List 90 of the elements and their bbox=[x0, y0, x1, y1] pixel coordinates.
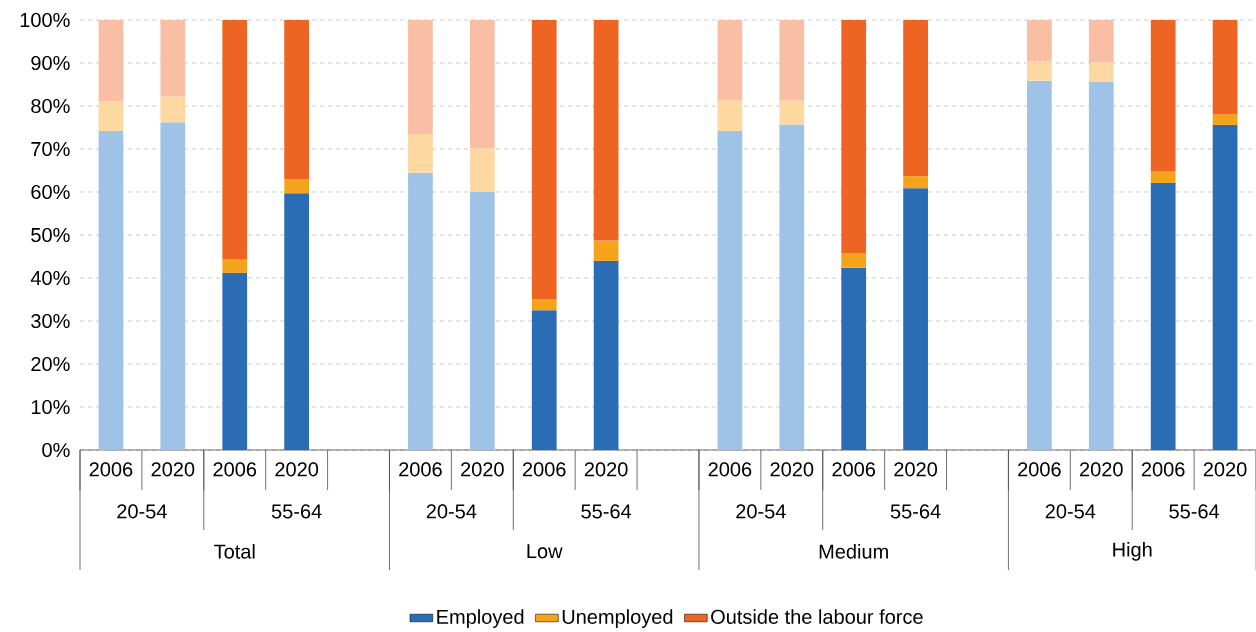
bar bbox=[98, 20, 124, 102]
x-tick-label: 2006 bbox=[832, 462, 876, 477]
bar bbox=[593, 240, 619, 261]
bar bbox=[717, 130, 743, 450]
x-tick-label: 2006 bbox=[1141, 462, 1185, 477]
x-tick-label: 2006 bbox=[89, 462, 133, 477]
x-tick-label: 2020 bbox=[151, 462, 195, 477]
text: 55-64 bbox=[890, 504, 941, 519]
x-tick-label: 2020 bbox=[461, 462, 504, 477]
bar bbox=[1027, 61, 1052, 81]
bar bbox=[408, 20, 433, 134]
bar bbox=[1150, 170, 1176, 183]
bar bbox=[1212, 114, 1238, 125]
bar bbox=[222, 259, 248, 273]
text: 20-54 bbox=[117, 504, 167, 519]
bar bbox=[531, 310, 557, 450]
bar bbox=[1150, 182, 1176, 450]
bar bbox=[779, 20, 805, 101]
bar bbox=[98, 130, 124, 450]
text: 20-54 bbox=[1045, 504, 1096, 519]
bar bbox=[1212, 20, 1238, 115]
x-tick-label: 2020 bbox=[1203, 462, 1247, 477]
x-tick-label: 2006 bbox=[1018, 462, 1061, 477]
bar bbox=[160, 122, 186, 450]
y-tick-label: 30% bbox=[31, 313, 70, 329]
bar bbox=[284, 193, 310, 450]
bar bbox=[531, 20, 557, 300]
bar bbox=[469, 192, 495, 450]
bar bbox=[160, 96, 186, 123]
x-tick-label: 2020 bbox=[894, 462, 938, 477]
bar bbox=[469, 148, 495, 192]
x-tick-label: 2006 bbox=[708, 462, 752, 477]
bar bbox=[841, 253, 867, 268]
bar bbox=[1212, 124, 1238, 450]
y-tick-label: 10% bbox=[31, 399, 70, 415]
bar bbox=[531, 299, 557, 311]
bar bbox=[903, 176, 928, 189]
bar bbox=[1027, 80, 1052, 450]
y-tick-label: 20% bbox=[31, 356, 70, 372]
bar bbox=[1027, 20, 1052, 62]
x-tick-label: 2020 bbox=[584, 462, 628, 477]
bar bbox=[1088, 81, 1114, 450]
y-tick-label: 40% bbox=[30, 270, 70, 286]
bar bbox=[841, 267, 867, 450]
legend-label: Unemployed bbox=[562, 609, 673, 628]
y-tick-label: 50% bbox=[31, 227, 70, 243]
bar bbox=[903, 20, 928, 177]
text: 20-54 bbox=[736, 504, 786, 519]
bar bbox=[408, 133, 433, 173]
x-tick-label: 2020 bbox=[770, 462, 814, 477]
bar bbox=[1150, 20, 1176, 171]
x-tick-label: 2020 bbox=[275, 462, 319, 477]
bar bbox=[779, 124, 805, 450]
bar bbox=[222, 272, 248, 450]
text: High bbox=[1113, 542, 1152, 561]
legend-label: Outside the labour force bbox=[711, 609, 923, 624]
x-tick-label: 2006 bbox=[399, 462, 442, 477]
text: 55-64 bbox=[581, 504, 632, 519]
x-tick-label: 2006 bbox=[213, 462, 257, 477]
bar bbox=[222, 20, 248, 260]
y-tick-label: 60% bbox=[31, 184, 70, 200]
bar bbox=[1088, 20, 1114, 63]
y-tick-label: 100% bbox=[20, 12, 70, 28]
bar bbox=[717, 20, 743, 101]
bar bbox=[284, 20, 310, 180]
bar bbox=[841, 20, 867, 254]
text: 20-54 bbox=[426, 504, 477, 519]
bar bbox=[98, 101, 124, 131]
bar bbox=[284, 179, 310, 194]
bar bbox=[593, 20, 619, 241]
bar bbox=[469, 20, 495, 149]
y-tick-label: 0% bbox=[42, 442, 70, 458]
x-tick-label: 2006 bbox=[522, 462, 566, 477]
text: 55-64 bbox=[1169, 504, 1220, 519]
bar bbox=[593, 260, 619, 450]
y-tick-label: 80% bbox=[31, 98, 70, 114]
y-tick-label: 70% bbox=[31, 141, 70, 157]
bar bbox=[160, 20, 186, 97]
x-tick-label: 2020 bbox=[1080, 462, 1123, 477]
text: Low bbox=[527, 544, 563, 559]
text: 55-64 bbox=[271, 504, 322, 519]
bar bbox=[408, 172, 433, 450]
legend-label: Employed bbox=[437, 609, 524, 628]
y-tick-label: 90% bbox=[31, 55, 70, 71]
bar bbox=[779, 100, 805, 125]
text: Total bbox=[214, 543, 255, 559]
bar bbox=[717, 100, 743, 131]
text: Medium bbox=[819, 543, 888, 559]
bar bbox=[903, 188, 928, 450]
bar bbox=[1088, 62, 1114, 82]
